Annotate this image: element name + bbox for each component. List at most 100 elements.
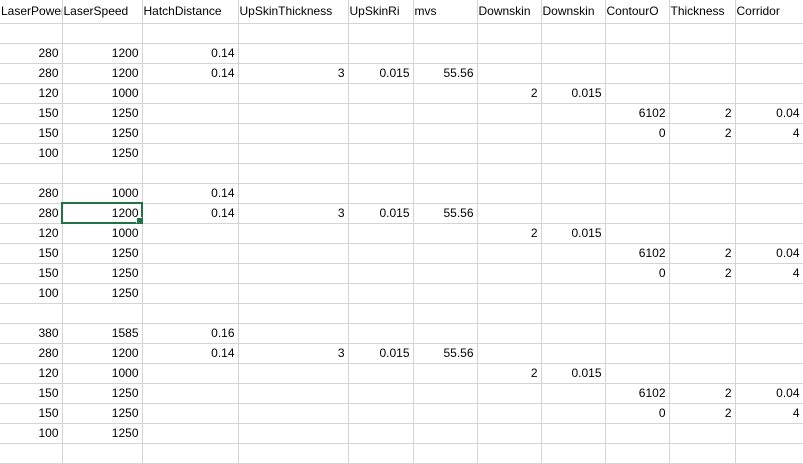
cell[interactable]	[238, 23, 349, 44]
cell[interactable]: 0.14	[142, 183, 239, 204]
cell[interactable]	[238, 163, 349, 184]
cell[interactable]	[348, 123, 414, 144]
cell[interactable]	[477, 323, 542, 344]
cell[interactable]	[142, 23, 239, 44]
cell[interactable]	[605, 223, 670, 244]
cell[interactable]	[669, 143, 736, 164]
cell[interactable]	[413, 323, 478, 344]
cell[interactable]: 2	[669, 403, 736, 424]
cell[interactable]	[142, 303, 239, 324]
cell[interactable]	[238, 303, 349, 324]
cell[interactable]	[735, 363, 803, 384]
cell[interactable]	[669, 363, 736, 384]
cell[interactable]	[541, 23, 606, 44]
cell[interactable]	[735, 83, 803, 104]
cell[interactable]	[348, 423, 414, 444]
cell[interactable]	[238, 263, 349, 284]
cell[interactable]	[348, 323, 414, 344]
cell[interactable]: 1000	[62, 83, 143, 104]
cell[interactable]	[541, 103, 606, 124]
cell[interactable]	[142, 423, 239, 444]
header-cell[interactable]: Downskin	[477, 0, 542, 24]
cell[interactable]: 0.015	[541, 363, 606, 384]
cell[interactable]: 150	[0, 383, 63, 404]
cell[interactable]: 280	[0, 43, 63, 64]
cell[interactable]	[238, 183, 349, 204]
cell[interactable]: 100	[0, 283, 63, 304]
cell[interactable]	[605, 203, 670, 224]
cell[interactable]	[735, 43, 803, 64]
cell[interactable]	[605, 43, 670, 64]
cell[interactable]	[735, 223, 803, 244]
cell[interactable]	[142, 283, 239, 304]
header-cell[interactable]: LaserSpeed	[62, 0, 143, 24]
cell[interactable]	[541, 303, 606, 324]
cell[interactable]: 2	[477, 223, 542, 244]
cell[interactable]	[142, 243, 239, 264]
cell[interactable]	[541, 283, 606, 304]
cell[interactable]: 1250	[62, 263, 143, 284]
cell[interactable]: 280	[0, 183, 63, 204]
cell[interactable]	[735, 423, 803, 444]
cell[interactable]	[541, 43, 606, 64]
cell[interactable]: 1200	[62, 63, 143, 84]
cell[interactable]	[605, 443, 670, 464]
fill-handle[interactable]	[135, 216, 141, 222]
cell[interactable]	[541, 183, 606, 204]
cell[interactable]	[413, 443, 478, 464]
cell[interactable]	[605, 303, 670, 324]
cell[interactable]: 0.04	[735, 383, 803, 404]
cell[interactable]	[605, 343, 670, 364]
cell[interactable]	[413, 143, 478, 164]
cell[interactable]: 2	[669, 383, 736, 404]
cell[interactable]	[669, 343, 736, 364]
cell[interactable]: 280	[0, 343, 63, 364]
cell[interactable]	[413, 183, 478, 204]
cell[interactable]	[348, 243, 414, 264]
cell[interactable]	[0, 443, 63, 464]
cell[interactable]: 2	[669, 243, 736, 264]
cell[interactable]: 0.015	[541, 83, 606, 104]
cell[interactable]	[605, 363, 670, 384]
cell[interactable]	[477, 263, 542, 284]
cell[interactable]	[413, 223, 478, 244]
cell[interactable]	[348, 223, 414, 244]
cell[interactable]	[238, 103, 349, 124]
cell[interactable]	[348, 83, 414, 104]
cell[interactable]	[669, 223, 736, 244]
cell[interactable]	[238, 283, 349, 304]
cell[interactable]	[541, 203, 606, 224]
cell[interactable]	[605, 63, 670, 84]
cell[interactable]	[735, 63, 803, 84]
cell[interactable]	[413, 303, 478, 324]
cell[interactable]	[605, 183, 670, 204]
cell[interactable]	[142, 363, 239, 384]
cell[interactable]	[238, 43, 349, 64]
cell[interactable]	[0, 163, 63, 184]
cell[interactable]: 100	[0, 423, 63, 444]
cell[interactable]: 1000	[62, 183, 143, 204]
cell[interactable]	[62, 443, 143, 464]
cell[interactable]	[735, 303, 803, 324]
cell[interactable]	[669, 203, 736, 224]
cell[interactable]	[605, 23, 670, 44]
cell[interactable]	[541, 423, 606, 444]
cell[interactable]	[413, 423, 478, 444]
cell[interactable]	[62, 163, 143, 184]
active-cell[interactable]: 1200	[61, 202, 143, 224]
cell[interactable]	[477, 243, 542, 264]
cell[interactable]	[669, 183, 736, 204]
cell[interactable]	[541, 163, 606, 184]
cell[interactable]	[238, 383, 349, 404]
cell[interactable]	[477, 43, 542, 64]
cell[interactable]	[735, 443, 803, 464]
cell[interactable]	[0, 303, 63, 324]
header-cell[interactable]: LaserPower	[0, 0, 63, 24]
cell[interactable]	[477, 343, 542, 364]
cell[interactable]: 120	[0, 223, 63, 244]
cell[interactable]	[735, 143, 803, 164]
cell[interactable]: 1250	[62, 423, 143, 444]
cell[interactable]	[477, 143, 542, 164]
cell[interactable]	[477, 203, 542, 224]
